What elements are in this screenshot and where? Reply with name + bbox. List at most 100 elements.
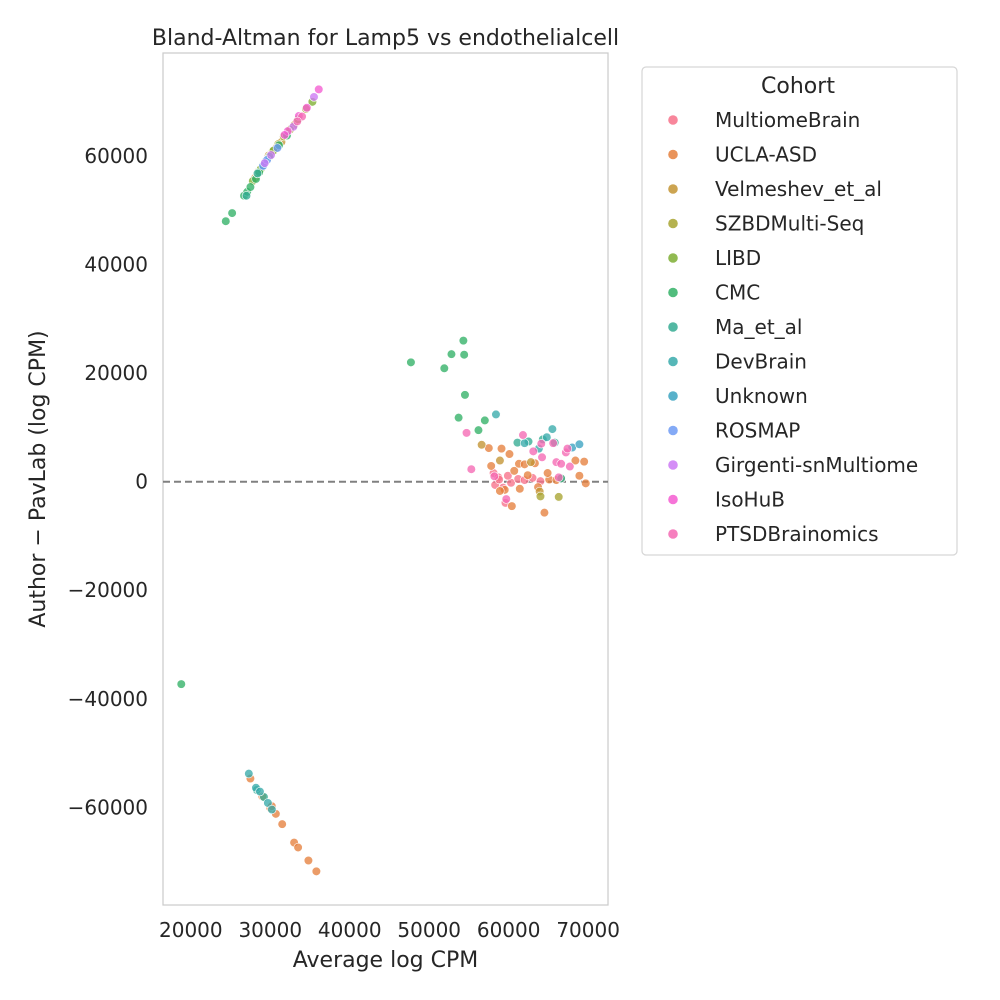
legend-marker bbox=[668, 115, 678, 125]
legend-marker bbox=[668, 253, 678, 263]
legend-marker bbox=[668, 184, 678, 194]
legend-label: UCLA-ASD bbox=[715, 143, 817, 167]
point-devbrain bbox=[267, 804, 277, 815]
point-ucla-asd bbox=[574, 471, 584, 481]
point-cmc bbox=[480, 415, 490, 425]
legend-label: Velmeshev_et_al bbox=[715, 177, 882, 201]
legend-item-libd: LIBD bbox=[668, 246, 761, 270]
point-unknown bbox=[574, 439, 584, 449]
x-axis-ticks: 20000 30000 40000 50000 60000 70000 bbox=[159, 918, 620, 942]
point-devbrain bbox=[244, 769, 254, 779]
point-ucla-asd bbox=[543, 468, 553, 478]
y-tick-label: −60000 bbox=[68, 795, 148, 819]
point-cmc bbox=[406, 357, 416, 367]
y-tick-label: −20000 bbox=[68, 578, 148, 602]
point-devbrain bbox=[519, 438, 530, 448]
legend-label: DevBrain bbox=[715, 350, 807, 374]
point-ptsdbrainomics bbox=[537, 452, 547, 462]
point-ucla-asd bbox=[507, 501, 517, 511]
legend-label: CMC bbox=[715, 281, 760, 305]
legend-label: SZBDMulti-Seq bbox=[715, 212, 864, 236]
point-multiomebrain bbox=[503, 471, 513, 481]
point-velmeshev-et-al bbox=[477, 440, 487, 450]
legend-marker bbox=[668, 322, 678, 332]
x-tick-label: 40000 bbox=[318, 918, 382, 942]
legend-item-ucla-asd: UCLA-ASD bbox=[668, 143, 817, 167]
point-ucla-asd bbox=[539, 508, 550, 518]
point-szbdmulti-seq bbox=[535, 491, 546, 501]
point-devbrain bbox=[491, 409, 501, 420]
legend-label: Unknown bbox=[715, 384, 808, 408]
legend-item-multiomebrain: MultiomeBrain bbox=[668, 108, 860, 132]
point-cmc bbox=[227, 208, 237, 218]
point-devbrain bbox=[547, 424, 557, 434]
point-ucla-asd bbox=[504, 449, 515, 459]
point-ptsdbrainomics bbox=[536, 439, 546, 449]
point-ptsdbrainomics bbox=[466, 464, 476, 474]
point-ma-et-al bbox=[252, 168, 263, 179]
point-ucla-asd bbox=[523, 470, 533, 480]
point-devbrain bbox=[255, 786, 265, 797]
point-ptsdbrainomics bbox=[461, 428, 472, 438]
point-ptsdbrainomics bbox=[554, 472, 564, 482]
point-ptsdbrainomics bbox=[528, 446, 538, 456]
legend-marker bbox=[668, 218, 678, 229]
point-ptsdbrainomics bbox=[489, 471, 499, 481]
point-cmc bbox=[446, 349, 457, 359]
legend-items: MultiomeBrain UCLA-ASD Velmeshev_et_al SZBD… bbox=[668, 108, 918, 546]
point-ucla-asd bbox=[293, 842, 303, 853]
legend-item-szbdmulti-seq: SZBDMulti-Seq bbox=[668, 212, 864, 236]
point-cmc bbox=[176, 679, 186, 689]
x-tick-label: 70000 bbox=[556, 918, 620, 942]
point-cmc bbox=[439, 363, 449, 373]
legend-item-isohub: IsoHuB bbox=[668, 488, 785, 512]
point-ucla-asd bbox=[515, 484, 525, 494]
x-tick-label: 60000 bbox=[477, 918, 541, 942]
point-devbrain bbox=[542, 432, 552, 442]
y-tick-label: 20000 bbox=[84, 361, 148, 385]
legend-marker bbox=[668, 529, 678, 539]
legend: Cohort MultiomeBrain UCLA-ASD Velmeshev_et… bbox=[641, 66, 958, 556]
legend-title: Cohort bbox=[761, 74, 835, 99]
legend-label: PTSDBrainomics bbox=[715, 522, 879, 546]
point-ptsdbrainomics bbox=[501, 494, 511, 504]
point-cmc bbox=[460, 390, 470, 400]
legend-item-girgenti-snmultiome: Girgenti-snMultiome bbox=[668, 453, 918, 477]
point-cmc bbox=[458, 336, 468, 346]
legend-marker bbox=[668, 149, 678, 160]
legend-label: IsoHuB bbox=[715, 488, 785, 512]
point-velmeshev-et-al bbox=[526, 457, 536, 467]
point-ptsdbrainomics bbox=[565, 461, 575, 472]
point-ptsdbrainomics bbox=[548, 438, 558, 448]
legend-marker bbox=[668, 460, 678, 470]
y-axis-label: Author − PavLab (log CPM) bbox=[26, 330, 51, 627]
point-ma-et-al bbox=[241, 191, 252, 201]
legend-marker bbox=[668, 494, 678, 505]
point-szbdmulti-seq bbox=[554, 492, 564, 502]
legend-item-devbrain: DevBrain bbox=[668, 350, 807, 374]
point-girgenti-snmultiome bbox=[309, 92, 319, 102]
x-tick-label: 30000 bbox=[238, 918, 302, 942]
point-cmc bbox=[473, 425, 484, 435]
legend-marker bbox=[668, 356, 678, 367]
point-isohub bbox=[302, 103, 312, 113]
legend-marker bbox=[668, 287, 678, 298]
legend-item-ma-et-al: Ma_et_al bbox=[668, 315, 802, 339]
y-tick-label: 40000 bbox=[84, 253, 148, 277]
point-ucla-asd bbox=[496, 444, 507, 454]
point-ucla-asd bbox=[303, 855, 314, 866]
legend-item-cmc: CMC bbox=[668, 281, 760, 305]
point-isohub bbox=[314, 84, 324, 94]
legend-label: Girgenti-snMultiome bbox=[715, 453, 918, 477]
legend-label: ROSMAP bbox=[715, 419, 800, 443]
point-girgenti-snmultiome bbox=[260, 158, 270, 168]
point-rosmap bbox=[272, 143, 283, 153]
point-ptsdbrainomics bbox=[292, 116, 302, 126]
legend-item-velmeshev-et-al: Velmeshev_et_al bbox=[668, 177, 882, 201]
point-ptsdbrainomics bbox=[562, 444, 573, 454]
point-ptsdbrainomics bbox=[518, 430, 528, 440]
point-ucla-asd bbox=[311, 866, 321, 876]
legend-marker bbox=[668, 391, 678, 401]
point-cmc bbox=[221, 216, 231, 226]
